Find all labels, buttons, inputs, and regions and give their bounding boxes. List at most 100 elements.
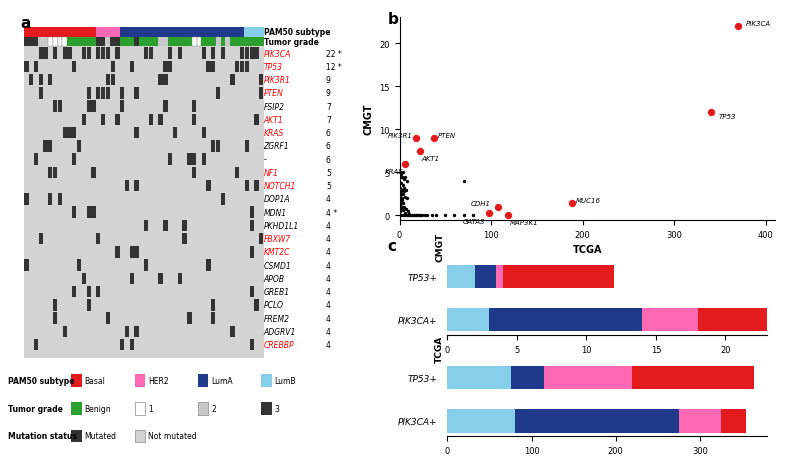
Bar [447,409,515,433]
Point [394,169,407,177]
Point [396,174,408,181]
Bar [71,375,81,387]
Bar [62,128,67,139]
Bar [163,62,168,73]
Y-axis label: CMGT: CMGT [364,104,374,135]
Text: AKT1: AKT1 [422,156,439,162]
Bar [129,246,134,258]
Bar [105,75,110,86]
Point [397,207,410,214]
Text: 6: 6 [326,129,331,138]
Point [395,171,407,179]
Point [416,213,429,220]
Bar [72,286,77,297]
Bar [53,299,58,311]
Text: TP53: TP53 [718,114,736,120]
Text: KMT2C: KMT2C [264,248,290,257]
Bar [211,48,216,60]
Bar [201,128,206,139]
Point [398,185,411,192]
Bar [115,246,120,258]
Text: 7: 7 [326,102,331,112]
Text: 4: 4 [326,327,331,336]
Bar [221,38,225,47]
Point [419,213,431,220]
Bar [86,88,91,99]
Bar [115,114,120,126]
Text: Benign: Benign [85,404,111,413]
Bar [105,38,110,47]
Point [457,178,470,185]
Bar [96,38,101,47]
Bar [177,48,182,60]
Text: LumA: LumA [211,376,233,386]
Point [400,178,413,185]
Bar [129,339,134,351]
Point [402,211,415,218]
Text: PTEN: PTEN [264,89,284,98]
Bar [24,38,29,47]
Text: Basal: Basal [85,376,105,386]
Bar [515,409,678,433]
Bar [43,48,48,60]
Point [430,213,443,220]
Point [492,204,505,211]
Bar [173,38,177,47]
Bar [201,38,206,47]
Text: 4: 4 [326,248,331,257]
Bar [447,265,475,289]
Bar [115,38,120,47]
Text: PIK3R1: PIK3R1 [264,76,291,85]
Point [400,186,412,194]
Text: Tumor grade: Tumor grade [264,38,319,47]
Bar [96,233,101,245]
Bar [249,246,254,258]
Bar [149,114,153,126]
Point [396,204,408,211]
Text: CDH1: CDH1 [471,200,491,206]
Text: FBXW7: FBXW7 [264,235,291,244]
Bar [235,62,240,73]
Text: CSMD1: CSMD1 [264,261,292,270]
Bar [254,180,259,192]
Bar [34,38,38,47]
Text: 4: 4 [326,301,331,310]
Bar [129,273,134,285]
Text: PTEN: PTEN [438,132,456,138]
Point [402,213,415,220]
Bar [192,101,197,112]
Bar [144,220,149,231]
Bar [48,38,53,47]
Bar [81,114,86,126]
Bar [144,260,149,271]
Text: Tumor grade: Tumor grade [8,404,63,413]
Bar [259,38,264,47]
Point [395,179,407,187]
Bar [91,101,96,112]
Text: 9: 9 [326,76,331,85]
Bar [134,128,139,139]
Bar [158,114,163,126]
Bar [101,38,105,47]
Text: -: - [264,155,266,164]
Bar [134,402,145,415]
Bar [158,38,163,47]
Bar [211,299,216,311]
Bar [168,154,173,165]
Bar [53,101,58,112]
Text: 2: 2 [211,404,216,413]
Bar [38,233,43,245]
Bar [96,28,120,38]
Point [406,213,419,220]
Bar [216,88,221,99]
Point [457,213,470,220]
Bar [125,38,129,47]
Bar [86,48,91,60]
Text: 4: 4 [326,195,331,204]
Bar [192,114,197,126]
Point [411,213,424,220]
Bar [211,313,216,324]
Bar [249,48,254,60]
Text: a: a [20,16,30,31]
Bar [81,48,86,60]
